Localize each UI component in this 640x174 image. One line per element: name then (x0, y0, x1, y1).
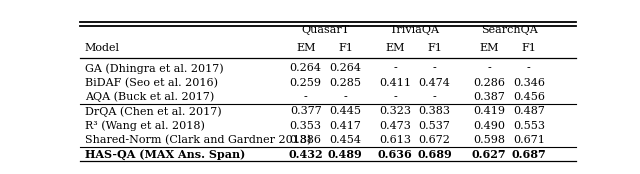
Text: EM: EM (479, 43, 499, 53)
Text: 0.553: 0.553 (513, 121, 545, 131)
Text: F1: F1 (522, 43, 536, 53)
Text: QuasarT: QuasarT (301, 25, 349, 35)
Text: 0.636: 0.636 (378, 149, 412, 160)
Text: 0.411: 0.411 (379, 78, 411, 88)
Text: 0.454: 0.454 (330, 135, 362, 145)
Text: 0.473: 0.473 (379, 121, 411, 131)
Text: R³ (Wang et al. 2018): R³ (Wang et al. 2018) (85, 121, 205, 131)
Text: 0.259: 0.259 (290, 78, 322, 88)
Text: 0.387: 0.387 (473, 92, 505, 102)
Text: Shared-Norm (Clark and Gardner 2018): Shared-Norm (Clark and Gardner 2018) (85, 135, 311, 145)
Text: -: - (304, 92, 308, 102)
Text: 0.383: 0.383 (419, 106, 451, 116)
Text: 0.353: 0.353 (290, 121, 322, 131)
Text: 0.489: 0.489 (328, 149, 363, 160)
Text: EM: EM (385, 43, 404, 53)
Text: 0.417: 0.417 (330, 121, 362, 131)
Text: GA (Dhingra et al. 2017): GA (Dhingra et al. 2017) (85, 63, 223, 74)
Text: 0.432: 0.432 (289, 149, 323, 160)
Text: 0.456: 0.456 (513, 92, 545, 102)
Text: F1: F1 (428, 43, 442, 53)
Text: BiDAF (Seo et al. 2016): BiDAF (Seo et al. 2016) (85, 78, 218, 88)
Text: 0.689: 0.689 (417, 149, 452, 160)
Text: -: - (527, 64, 531, 73)
Text: -: - (393, 92, 397, 102)
Text: 0.627: 0.627 (472, 149, 506, 160)
Text: 0.490: 0.490 (473, 121, 505, 131)
Text: 0.613: 0.613 (379, 135, 411, 145)
Text: -: - (487, 64, 491, 73)
Text: DrQA (Chen et al. 2017): DrQA (Chen et al. 2017) (85, 106, 221, 117)
Text: AQA (Buck et al. 2017): AQA (Buck et al. 2017) (85, 92, 214, 102)
Text: TriviaQA: TriviaQA (390, 25, 440, 35)
Text: 0.419: 0.419 (473, 106, 505, 116)
Text: -: - (433, 64, 436, 73)
Text: EM: EM (296, 43, 316, 53)
Text: Model: Model (85, 43, 120, 53)
Text: 0.687: 0.687 (511, 149, 547, 160)
Text: 0.671: 0.671 (513, 135, 545, 145)
Text: HAS-QA (MAX Ans. Span): HAS-QA (MAX Ans. Span) (85, 149, 245, 160)
Text: 0.487: 0.487 (513, 106, 545, 116)
Text: 0.377: 0.377 (290, 106, 321, 116)
Text: 0.286: 0.286 (473, 78, 505, 88)
Text: 0.537: 0.537 (419, 121, 451, 131)
Text: 0.264: 0.264 (330, 64, 362, 73)
Text: 0.264: 0.264 (290, 64, 322, 73)
Text: -: - (393, 64, 397, 73)
Text: 0.474: 0.474 (419, 78, 451, 88)
Text: 0.445: 0.445 (330, 106, 362, 116)
Text: 0.285: 0.285 (330, 78, 362, 88)
Text: 0.598: 0.598 (473, 135, 505, 145)
Text: F1: F1 (338, 43, 353, 53)
Text: -: - (344, 92, 348, 102)
Text: 0.323: 0.323 (379, 106, 411, 116)
Text: -: - (433, 92, 436, 102)
Text: 0.386: 0.386 (290, 135, 322, 145)
Text: 0.672: 0.672 (419, 135, 451, 145)
Text: SearchQA: SearchQA (481, 25, 538, 35)
Text: 0.346: 0.346 (513, 78, 545, 88)
